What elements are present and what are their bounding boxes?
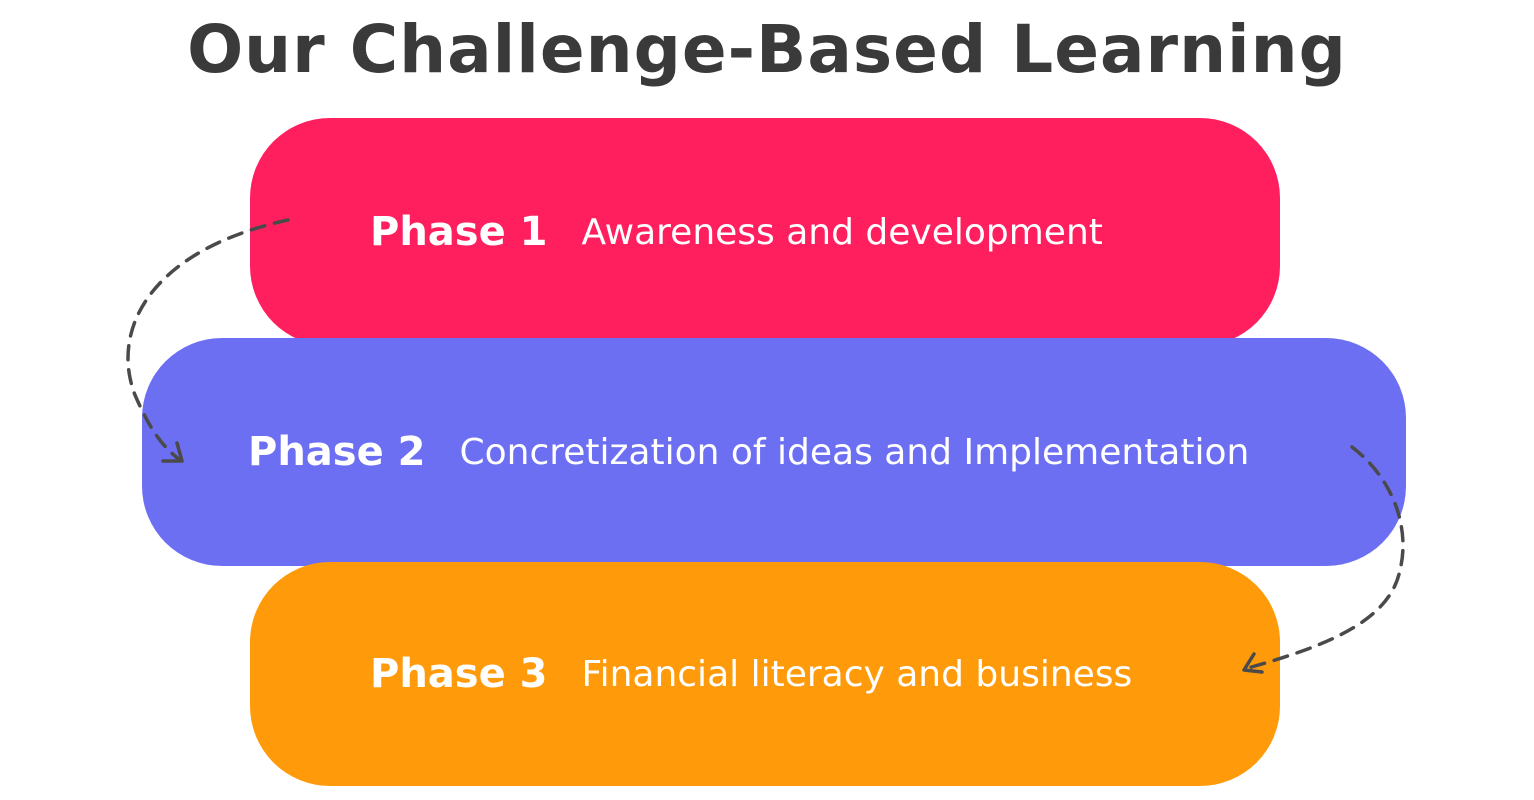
phase-3-band: Phase 3 Financial literacy and business <box>250 562 1280 786</box>
phase-2-label: Phase 2 <box>248 429 426 475</box>
phase-3-description: Financial literacy and business <box>581 653 1133 695</box>
diagram-title: Our Challenge-Based Learning <box>187 11 1347 88</box>
phase-1-label: Phase 1 <box>370 209 548 255</box>
phase-1-description: Awareness and development <box>581 211 1103 253</box>
phase-2-band: Phase 2 Concretization of ideas and Impl… <box>142 338 1406 566</box>
phase-3-label: Phase 3 <box>370 651 548 697</box>
phase-1-band: Phase 1 Awareness and development <box>250 118 1280 346</box>
phase-2-description: Concretization of ideas and Implementati… <box>459 431 1250 473</box>
